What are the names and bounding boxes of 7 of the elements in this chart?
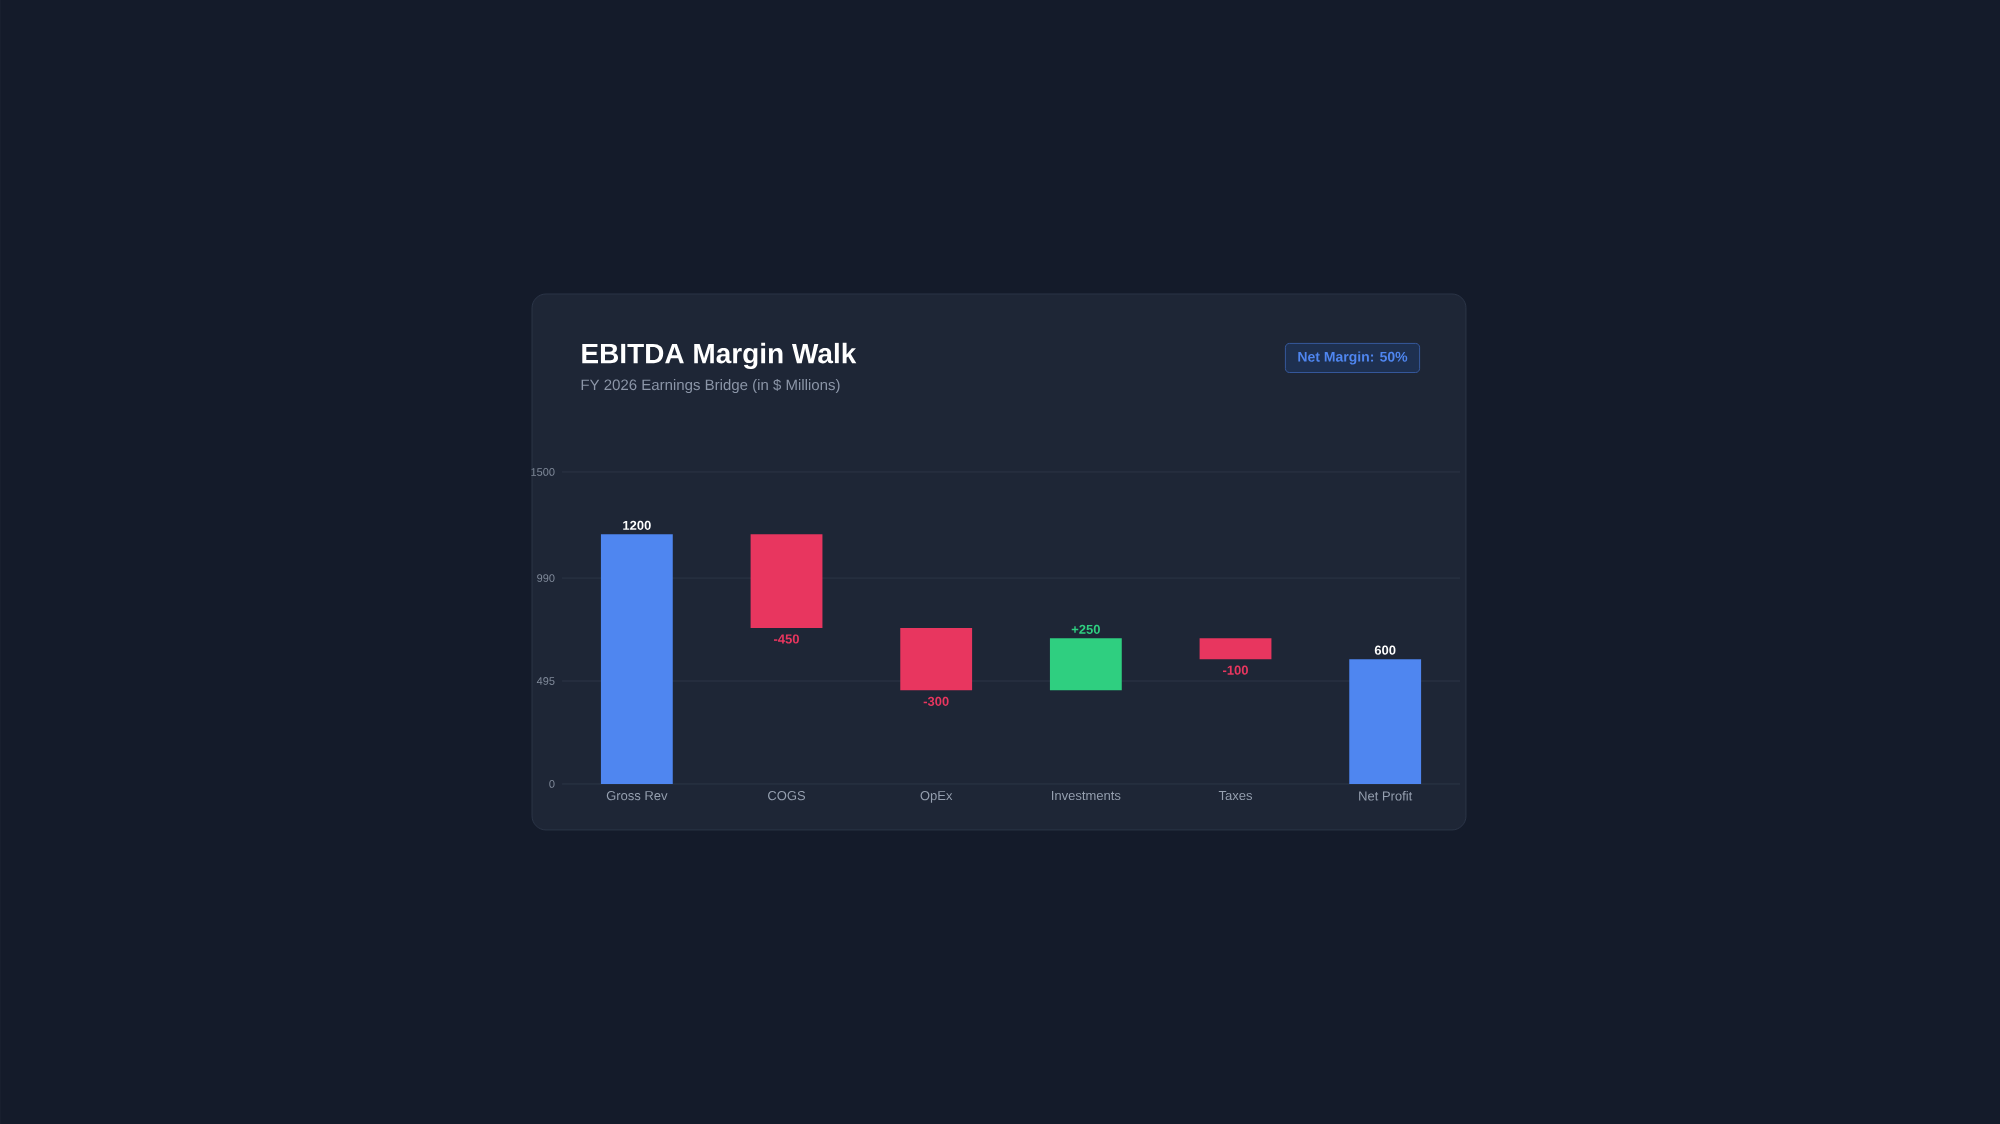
bar xyxy=(1199,638,1272,660)
bar xyxy=(1049,638,1122,691)
bar xyxy=(900,627,973,691)
bar xyxy=(600,534,673,784)
chart-title: EBITDA Margin Walk xyxy=(582,342,857,370)
bar xyxy=(750,534,823,628)
bar xyxy=(1349,659,1422,784)
